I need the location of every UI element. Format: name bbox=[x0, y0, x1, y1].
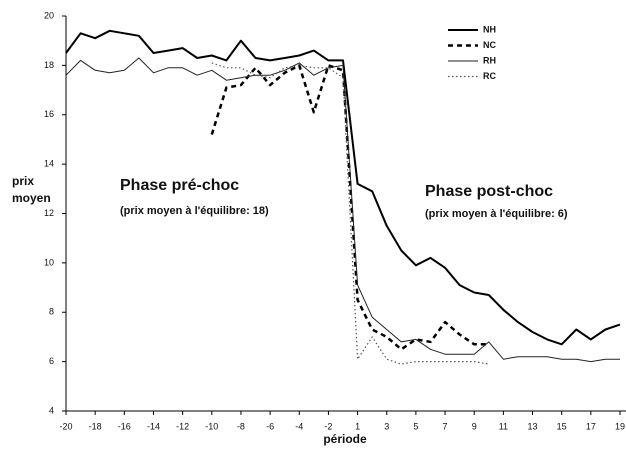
x-tick-label: 15 bbox=[557, 421, 567, 431]
x-tick-label: 1 bbox=[355, 421, 360, 431]
x-tick-label: -18 bbox=[89, 421, 102, 431]
x-tick-label: 7 bbox=[443, 421, 448, 431]
y-tick-label: 20 bbox=[44, 10, 54, 20]
x-tick-label: 13 bbox=[528, 421, 538, 431]
y-tick-label: 14 bbox=[44, 159, 54, 169]
x-tick-label: -12 bbox=[176, 421, 189, 431]
series-line bbox=[65, 29, 621, 346]
legend-label: NH bbox=[483, 24, 496, 34]
x-tick-label: 5 bbox=[413, 421, 418, 431]
y-tick-label: 10 bbox=[44, 257, 54, 267]
x-axis-label: période bbox=[323, 432, 367, 446]
y-axis-label: prix bbox=[12, 174, 34, 188]
x-tick-label: 17 bbox=[586, 421, 596, 431]
annotation: Phase post-choc bbox=[425, 183, 553, 200]
x-tick-label: 9 bbox=[472, 421, 477, 431]
legend-label: NC bbox=[483, 40, 496, 50]
y-tick-label: 6 bbox=[49, 356, 54, 366]
annotation: (prix moyen à l'équilibre: 18) bbox=[120, 205, 269, 217]
x-tick-label: 3 bbox=[384, 421, 389, 431]
annotation: Phase pré-choc bbox=[120, 177, 239, 194]
x-tick-label: -2 bbox=[324, 421, 332, 431]
y-axis-label: moyen bbox=[12, 191, 51, 205]
x-tick-label: 11 bbox=[499, 421, 508, 431]
y-tick-label: 16 bbox=[44, 109, 54, 119]
series-line bbox=[65, 57, 620, 363]
x-tick-label: -4 bbox=[295, 421, 303, 431]
legend-label: RC bbox=[483, 71, 496, 81]
series-line bbox=[210, 64, 489, 351]
x-tick-label: -16 bbox=[118, 421, 131, 431]
y-tick-label: 4 bbox=[49, 405, 54, 415]
y-tick-label: 12 bbox=[44, 208, 54, 218]
y-tick-label: 18 bbox=[44, 60, 54, 70]
x-tick-label: -20 bbox=[59, 421, 72, 431]
x-tick-label: -10 bbox=[205, 421, 218, 431]
x-tick-label: -6 bbox=[266, 421, 274, 431]
annotation: (prix moyen à l'équilibre: 6) bbox=[425, 208, 568, 220]
series-line bbox=[211, 62, 489, 365]
x-tick-label: -8 bbox=[237, 421, 245, 431]
y-tick-label: 8 bbox=[49, 307, 54, 317]
x-tick-label: -14 bbox=[147, 421, 160, 431]
x-tick-label: 19 bbox=[615, 421, 625, 431]
legend-label: RH bbox=[483, 55, 496, 65]
